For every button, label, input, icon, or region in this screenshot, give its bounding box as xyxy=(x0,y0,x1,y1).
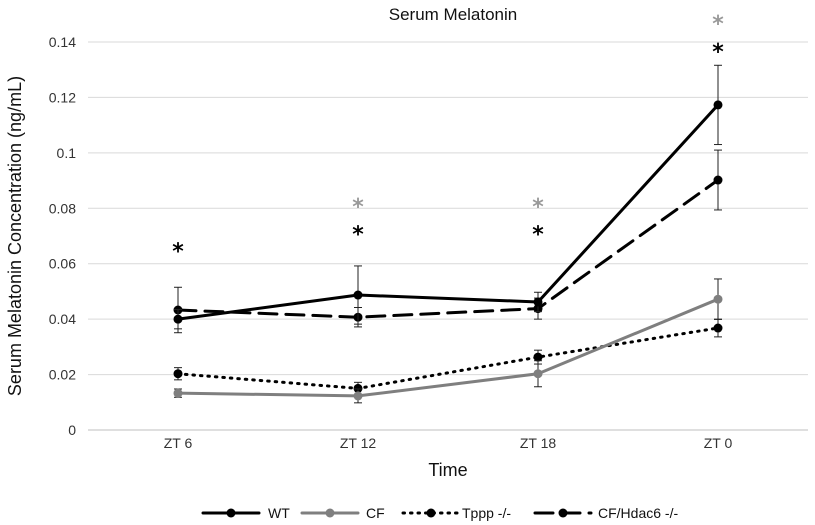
significance-star: * xyxy=(352,195,364,220)
data-point xyxy=(713,175,723,185)
series-line xyxy=(176,103,720,321)
data-point xyxy=(713,294,723,304)
y-axis-title: Serum Melatonin Concentration (ng/mL) xyxy=(5,76,25,396)
series-wt xyxy=(173,64,723,330)
gridlines xyxy=(88,41,808,431)
x-tick-label: ZT 18 xyxy=(520,435,557,451)
legend-marker xyxy=(558,508,568,518)
chart-title: Serum Melatonin xyxy=(389,5,518,24)
y-tick-label: 0.08 xyxy=(49,200,76,216)
significance-star: * xyxy=(712,40,724,65)
y-tick-label: 0.12 xyxy=(49,89,76,105)
legend-entry-cf-hdac6: CF/Hdac6 -/- xyxy=(533,505,678,521)
x-tick-label: ZT 0 xyxy=(704,435,733,451)
y-tick-label: 0 xyxy=(68,422,76,438)
series-line xyxy=(176,178,720,319)
series-line xyxy=(176,297,720,398)
data-point xyxy=(353,391,363,401)
x-tick-label: ZT 6 xyxy=(164,435,193,451)
y-tick-labels: 0 0.02 0.04 0.06 0.08 0.1 0.12 0.14 xyxy=(49,34,76,438)
series-group xyxy=(173,64,723,404)
series-tppp xyxy=(173,318,723,396)
significance-star: * xyxy=(532,195,544,220)
data-point xyxy=(533,297,543,307)
data-point xyxy=(533,369,543,379)
legend-marker xyxy=(325,508,335,518)
legend-marker xyxy=(226,508,236,518)
legend-entry-cf: CF xyxy=(300,505,385,521)
legend-label: Tppp -/- xyxy=(462,505,511,521)
significance-star: * xyxy=(172,239,184,264)
x-tick-label: ZT 12 xyxy=(340,435,377,451)
legend-entry-wt: WT xyxy=(201,505,290,521)
x-tick-labels: ZT 6 ZT 12 ZT 18 ZT 0 xyxy=(164,435,733,451)
y-tick-label: 0.02 xyxy=(49,367,76,383)
significance-star: * xyxy=(712,12,724,37)
significance-star: * xyxy=(532,223,544,248)
data-point xyxy=(533,352,543,362)
series-line xyxy=(176,326,720,390)
legend-marker xyxy=(426,508,436,518)
data-point xyxy=(173,369,183,379)
y-tick-label: 0.06 xyxy=(49,256,76,272)
data-point xyxy=(173,314,183,324)
significance-star: * xyxy=(352,223,364,248)
data-point xyxy=(713,100,723,110)
legend-label: CF/Hdac6 -/- xyxy=(598,505,678,521)
legend-label: WT xyxy=(268,505,290,521)
series-cf xyxy=(173,278,723,404)
series-cf-hdac6 xyxy=(173,149,723,334)
data-point xyxy=(353,290,363,300)
legend-entry-tppp: Tppp -/- xyxy=(401,505,511,521)
significance-annotations: * * * * * * * xyxy=(172,12,724,264)
data-point xyxy=(353,383,363,393)
y-tick-label: 0.14 xyxy=(49,34,76,50)
x-axis-title: Time xyxy=(428,460,467,480)
data-point xyxy=(173,388,183,398)
legend-label: CF xyxy=(366,505,385,521)
y-tick-label: 0.04 xyxy=(49,311,76,327)
y-tick-label: 0.1 xyxy=(57,145,77,161)
legend: WT CF Tppp -/- CF/Hdac6 -/- xyxy=(201,505,678,521)
data-point xyxy=(713,323,723,333)
